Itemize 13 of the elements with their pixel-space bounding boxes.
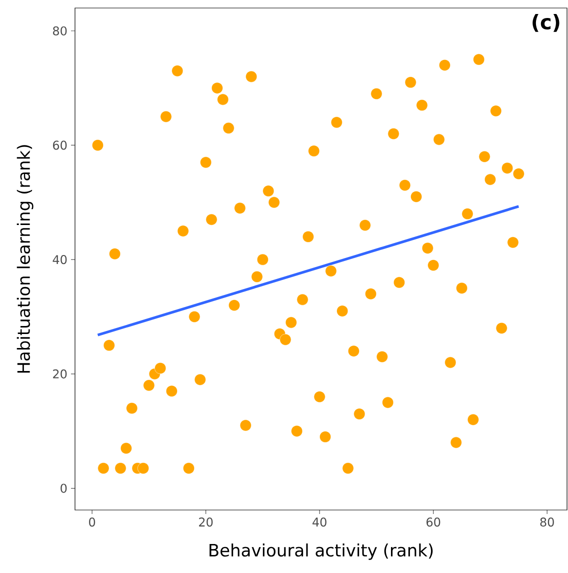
x-tick-label: 40 [312,518,326,527]
y-axis-title: Habituation learning (rank) [16,145,34,373]
x-axis-title: Behavioural activity (rank) [210,543,433,560]
y-tick-label: 20 [53,369,67,378]
y-tick-label: 0 [60,484,67,493]
x-tick-label: 80 [540,518,554,527]
y-tick-label: 60 [53,140,67,150]
x-tick-label: 0 [89,518,96,527]
x-tick-label: 60 [426,518,440,527]
y-tick-label: 80 [53,26,67,36]
y-tick-label: 40 [52,255,67,264]
x-tick-label: 20 [199,518,213,527]
annotation: (c) [532,14,560,32]
